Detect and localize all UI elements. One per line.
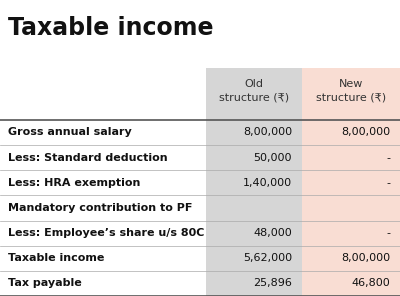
Text: 8,00,000: 8,00,000 <box>341 253 390 263</box>
Text: Less: HRA exemption: Less: HRA exemption <box>8 178 140 188</box>
Text: Mandatory contribution to PF: Mandatory contribution to PF <box>8 203 192 213</box>
Text: -: - <box>386 153 390 163</box>
Text: Tax payable: Tax payable <box>8 279 82 288</box>
Text: 8,00,000: 8,00,000 <box>341 128 390 137</box>
Text: -: - <box>386 228 390 238</box>
Text: Taxable income: Taxable income <box>8 253 104 263</box>
Text: Less: Standard deduction: Less: Standard deduction <box>8 153 168 163</box>
Text: 5,62,000: 5,62,000 <box>243 253 292 263</box>
Text: 8,00,000: 8,00,000 <box>243 128 292 137</box>
Bar <box>302 68 400 296</box>
Text: 48,000: 48,000 <box>253 228 292 238</box>
Bar <box>206 68 302 296</box>
Text: -: - <box>386 178 390 188</box>
Text: Gross annual salary: Gross annual salary <box>8 128 132 137</box>
Text: Taxable income: Taxable income <box>8 16 214 40</box>
Text: 25,896: 25,896 <box>253 279 292 288</box>
Text: Less: Employee’s share u/s 80C: Less: Employee’s share u/s 80C <box>8 228 204 238</box>
Text: 46,800: 46,800 <box>351 279 390 288</box>
Text: New
structure (₹): New structure (₹) <box>316 79 386 103</box>
Text: 1,40,000: 1,40,000 <box>243 178 292 188</box>
Text: Old
structure (₹): Old structure (₹) <box>219 79 289 103</box>
Text: 50,000: 50,000 <box>254 153 292 163</box>
